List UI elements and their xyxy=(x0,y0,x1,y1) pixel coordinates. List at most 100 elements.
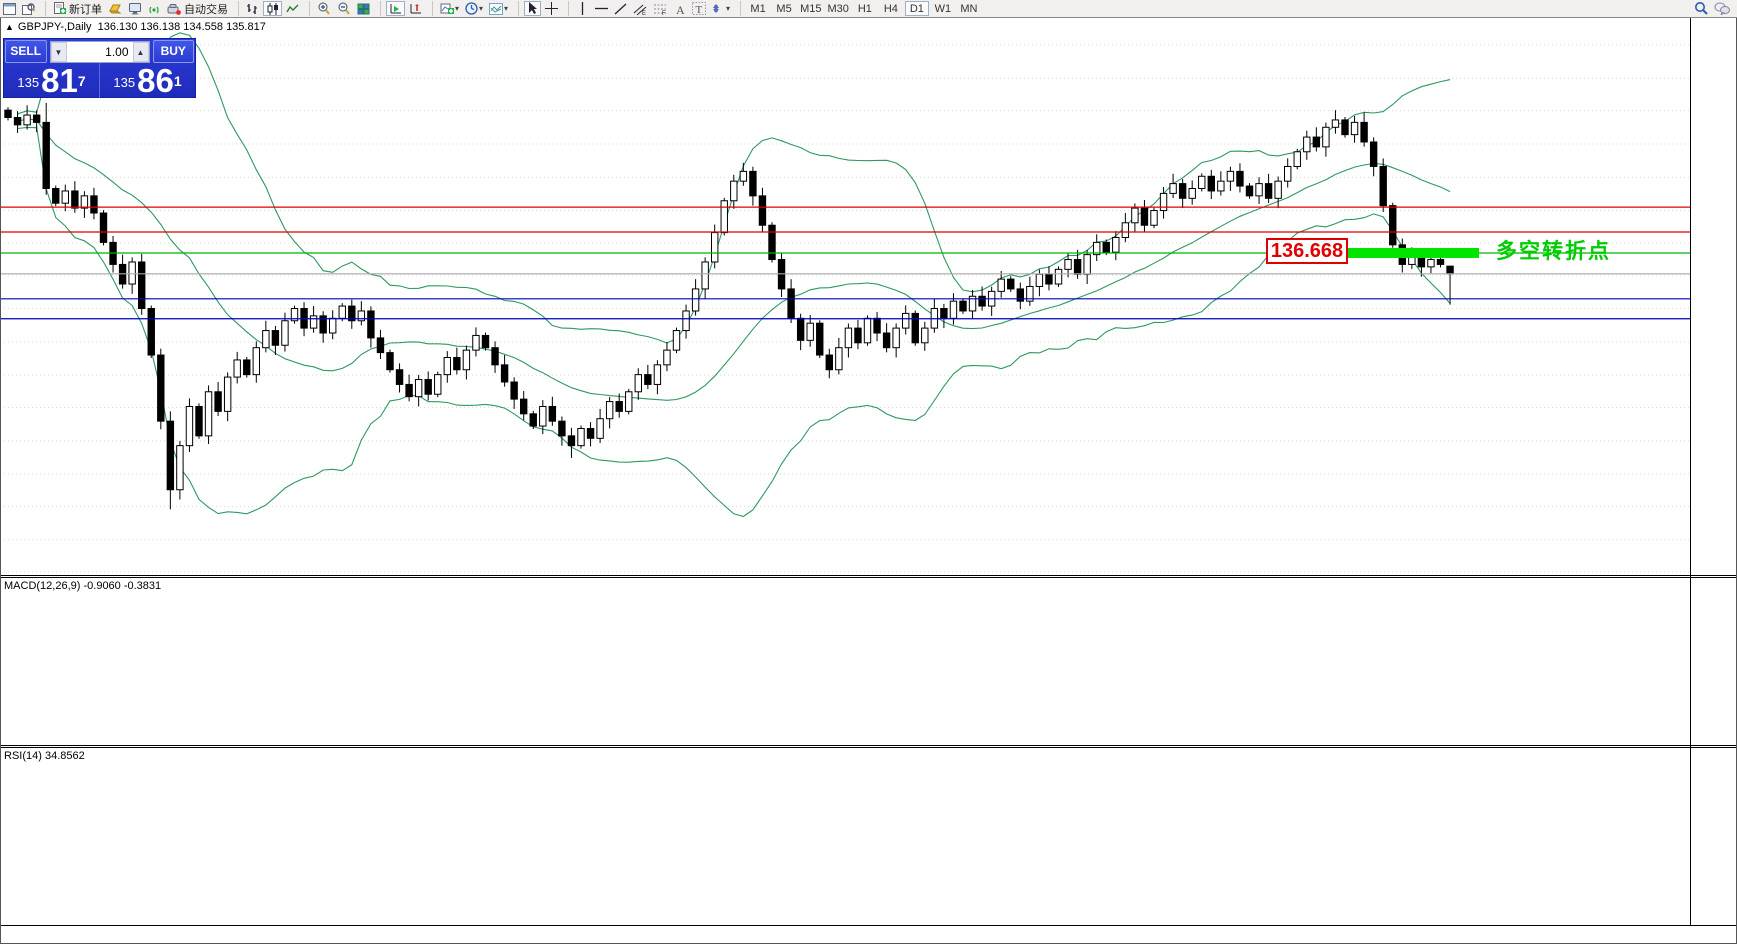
candle xyxy=(720,200,728,234)
candle xyxy=(730,180,738,202)
ask-price-pip: 1 xyxy=(173,73,182,89)
arrows-caret-icon[interactable]: ▾ xyxy=(726,4,731,13)
new-chart-icon[interactable] xyxy=(1,1,18,16)
zoom-out-icon[interactable] xyxy=(335,1,353,16)
candle xyxy=(873,317,881,334)
candle xyxy=(959,300,967,312)
bar-chart-type-icon[interactable] xyxy=(244,1,261,16)
buy-button[interactable]: BUY xyxy=(152,40,194,63)
candle xyxy=(1360,121,1368,143)
volume-input[interactable] xyxy=(66,41,133,62)
ask-price-display[interactable]: 135 86 1 xyxy=(100,63,195,98)
candle xyxy=(243,359,251,376)
candle xyxy=(596,418,604,439)
auto-scroll-icon[interactable] xyxy=(386,1,405,16)
signals-icon[interactable] xyxy=(146,1,163,16)
candle xyxy=(510,381,518,400)
auto-trading-label: 自动交易 xyxy=(184,3,228,16)
pivot-zone-annotation[interactable]: 多空转折点 xyxy=(1496,240,1611,263)
web-terminal-icon[interactable] xyxy=(126,1,144,16)
bid-price-display[interactable]: 135 81 7 xyxy=(4,63,100,98)
sell-button[interactable]: SELL xyxy=(5,40,47,63)
text-tool-icon[interactable]: A xyxy=(671,1,688,16)
arrows-tool-icon[interactable]: ▾ xyxy=(710,1,732,16)
volume-decrease-button[interactable]: ▼ xyxy=(50,41,67,62)
candle xyxy=(42,121,50,190)
crosshair-icon[interactable] xyxy=(543,1,560,16)
candle xyxy=(1245,185,1254,197)
templates-caret-icon[interactable]: ▾ xyxy=(504,4,509,13)
candle xyxy=(520,398,528,415)
candle xyxy=(548,405,557,422)
toolbar-separator xyxy=(733,1,742,16)
candle xyxy=(1198,175,1206,190)
candle xyxy=(13,116,22,126)
candle xyxy=(1026,285,1034,302)
candle xyxy=(271,330,280,346)
timeframe-h1-button[interactable]: H1 xyxy=(857,2,872,15)
chart-canvas[interactable] xyxy=(0,17,1737,944)
candle xyxy=(4,109,12,118)
timeframe-m5-button[interactable]: M5 xyxy=(776,2,792,15)
candle xyxy=(1446,265,1454,275)
timeframe-m30-button[interactable]: M30 xyxy=(827,2,849,15)
chart-title: ▲ GBPJPY-,Daily 136.130 136.138 134.558 1… xyxy=(5,21,266,33)
timeframe-w1-button[interactable]: W1 xyxy=(934,2,952,15)
pivot-zone-rect xyxy=(1348,247,1479,258)
price-annotation-box[interactable]: 136.668 xyxy=(1266,238,1348,264)
templates-button[interactable]: ▾ xyxy=(487,1,510,16)
candle xyxy=(319,315,327,334)
trendline-tool-icon[interactable] xyxy=(612,1,629,16)
chart-shift-icon[interactable] xyxy=(407,1,424,16)
candle xyxy=(863,317,872,344)
candle xyxy=(625,391,633,412)
profiles-icon[interactable] xyxy=(20,1,37,16)
toolbar-separator xyxy=(231,1,239,16)
one-click-trading-panel: SELL ▼ ▲ BUY 135 81 7 135 86 1 xyxy=(3,38,196,98)
candle xyxy=(1293,151,1301,167)
candle xyxy=(138,261,146,310)
tile-windows-icon[interactable] xyxy=(355,1,372,16)
candle xyxy=(806,322,814,341)
bollinger-lower-band xyxy=(17,126,1451,518)
cursor-icon[interactable] xyxy=(524,1,542,16)
timeframe-m15-button[interactable]: M15 xyxy=(800,2,822,15)
timeframe-mn-button[interactable]: MN xyxy=(960,2,978,15)
candle xyxy=(1016,288,1024,302)
candle xyxy=(71,190,79,209)
volume-increase-button[interactable]: ▲ xyxy=(132,41,149,62)
indicators-button[interactable]: ▾ xyxy=(438,1,461,16)
deposit-icon[interactable] xyxy=(106,1,124,16)
candlestick-type-icon[interactable] xyxy=(263,1,282,16)
text-label-tool-icon[interactable]: T xyxy=(690,1,708,16)
new-order-button[interactable]: 新订单 xyxy=(51,1,104,16)
auto-trading-button[interactable]: 自动交易 xyxy=(165,1,230,16)
candle xyxy=(1035,273,1044,287)
indicators-caret-icon[interactable]: ▾ xyxy=(455,4,460,13)
chat-icon[interactable] xyxy=(1712,1,1732,16)
vertical-line-tool-icon[interactable] xyxy=(574,1,591,16)
svg-text:F: F xyxy=(662,11,666,15)
periods-button[interactable]: ▾ xyxy=(463,1,485,16)
periods-caret-icon[interactable]: ▾ xyxy=(479,4,484,13)
timeframe-h4-button[interactable]: H4 xyxy=(883,2,898,15)
line-chart-type-icon[interactable] xyxy=(284,1,301,16)
candle xyxy=(500,364,509,383)
candle xyxy=(711,232,719,263)
candle xyxy=(157,354,165,422)
zoom-in-icon[interactable] xyxy=(315,1,333,16)
timeframe-m1-button[interactable]: M1 xyxy=(750,2,766,15)
equidistant-channel-tool-icon[interactable]: E xyxy=(631,1,649,16)
candle xyxy=(968,295,977,312)
candle xyxy=(1178,183,1187,199)
candle xyxy=(1226,170,1235,182)
horizontal-line-tool-icon[interactable] xyxy=(593,1,610,16)
fibonacci-tool-icon[interactable]: F xyxy=(651,1,669,16)
candle xyxy=(309,315,318,329)
candle xyxy=(90,195,98,214)
symbol-search-icon[interactable] xyxy=(1692,1,1710,16)
timeframe-d1-button[interactable]: D1 xyxy=(904,1,929,16)
candle xyxy=(911,312,919,344)
candle xyxy=(1102,241,1110,253)
candle xyxy=(329,317,337,334)
